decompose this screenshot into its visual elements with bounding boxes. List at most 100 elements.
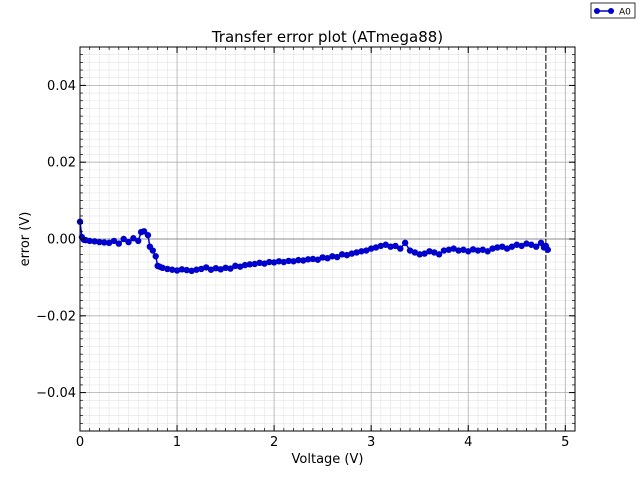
- data-point: [217, 266, 224, 273]
- data-point: [474, 247, 482, 254]
- data-point: [232, 262, 239, 270]
- data-point: [348, 250, 355, 257]
- data-point: [193, 266, 200, 273]
- legend-marker: [608, 8, 614, 14]
- data-point: [120, 235, 127, 243]
- data-point: [528, 241, 535, 248]
- data-point: [246, 261, 254, 268]
- y-tick-label: 0.00: [47, 233, 76, 248]
- data-point: [198, 265, 205, 273]
- data-point: [300, 257, 307, 264]
- data-point: [266, 258, 273, 266]
- data-point: [426, 248, 433, 255]
- data-point: [227, 265, 234, 272]
- data-point: [144, 231, 152, 239]
- data-point: [455, 247, 462, 254]
- data-point: [91, 238, 98, 245]
- data-point: [319, 254, 326, 261]
- data-point: [508, 243, 516, 250]
- x-tick-label: 2: [270, 435, 278, 450]
- data-point: [363, 247, 370, 254]
- data-point: [484, 248, 491, 255]
- data-point: [518, 242, 525, 250]
- data-point: [367, 245, 375, 252]
- data-point: [207, 266, 215, 273]
- y-tick-label: 0.02: [47, 156, 76, 171]
- data-point: [513, 241, 520, 248]
- data-point: [304, 256, 312, 263]
- data-point: [324, 255, 331, 262]
- data-point: [169, 266, 176, 273]
- x-tick-label: 4: [464, 435, 472, 450]
- data-point: [469, 246, 477, 253]
- data-point: [537, 239, 545, 247]
- data-point: [377, 242, 385, 250]
- data-point: [309, 255, 317, 263]
- data-point: [397, 245, 404, 252]
- data-point: [241, 261, 249, 269]
- x-tick-label: 0: [76, 435, 84, 450]
- data-point: [314, 256, 321, 263]
- data-point: [440, 247, 448, 254]
- data-point: [392, 242, 399, 250]
- data-point: [236, 263, 244, 270]
- data-point: [411, 249, 419, 256]
- y-tick-label: 0.04: [47, 79, 76, 94]
- legend: A0: [590, 2, 636, 19]
- data-point: [372, 244, 380, 251]
- data-point: [489, 245, 496, 252]
- data-point: [460, 246, 467, 253]
- data-point: [101, 239, 108, 246]
- data-point: [334, 253, 341, 261]
- data-point: [202, 264, 210, 271]
- data-point: [96, 238, 103, 246]
- legend-marker: [594, 8, 600, 14]
- data-point: [406, 247, 414, 254]
- data-point: [494, 244, 501, 251]
- data-point: [387, 243, 394, 250]
- data-point: [431, 249, 438, 256]
- data-point: [212, 264, 220, 272]
- data-point: [86, 237, 93, 245]
- x-tick-label: 1: [173, 435, 181, 450]
- data-point: [544, 246, 552, 253]
- data-point: [358, 248, 365, 255]
- data-point: [251, 260, 258, 268]
- data-point: [261, 260, 268, 267]
- legend-label: A0: [619, 8, 631, 18]
- data-point: [135, 237, 142, 245]
- data-point: [353, 249, 360, 256]
- y-axis-label: error (V): [18, 212, 33, 267]
- data-point: [421, 250, 428, 257]
- data-point: [173, 267, 181, 274]
- data-point: [222, 264, 229, 271]
- plot-frame: [79, 46, 576, 432]
- data-point: [285, 257, 292, 265]
- data-point: [275, 258, 283, 265]
- data-point: [532, 243, 540, 250]
- chart-title: Transfer error plot (ATmega88): [211, 28, 443, 46]
- data-point: [164, 265, 171, 273]
- y-tick-label: −0.04: [36, 386, 76, 401]
- data-point: [445, 246, 453, 253]
- y-tick-labels: −0.04 −0.02 0.00 0.02 0.04: [36, 79, 76, 401]
- x-axis-label: Voltage (V): [292, 452, 364, 467]
- data-point: [338, 251, 346, 258]
- data-point: [295, 256, 302, 264]
- data-point: [178, 266, 186, 273]
- data-point: [479, 246, 486, 253]
- data-point: [503, 245, 511, 252]
- data-point: [115, 240, 123, 247]
- data-point: [450, 245, 457, 252]
- data-point: [188, 267, 195, 275]
- data-point: [416, 251, 423, 258]
- x-tick-label: 5: [561, 435, 569, 450]
- data-point: [465, 248, 472, 255]
- data-point: [105, 239, 113, 247]
- data-point: [125, 238, 132, 246]
- data-point: [382, 241, 389, 248]
- data-point: [523, 240, 530, 247]
- data-point: [499, 243, 506, 250]
- data-point: [256, 259, 263, 267]
